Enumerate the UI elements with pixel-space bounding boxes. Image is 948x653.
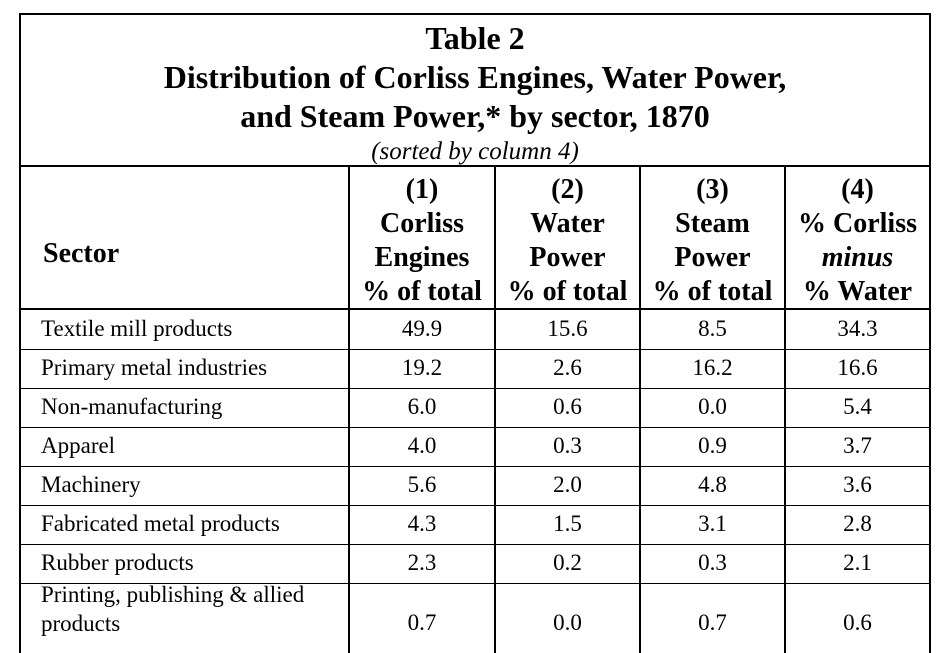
table-row-sector: Apparel — [41, 433, 116, 458]
table-cell: 16.2 — [692, 355, 733, 380]
column-header-line: minus — [786, 241, 929, 275]
table-subtitle: (sorted by column 4) — [371, 138, 579, 165]
column-header-line: % of total — [652, 276, 773, 307]
table-cell: 16.6 — [837, 355, 878, 380]
sector-label-line: products — [41, 611, 121, 636]
column-divider — [348, 167, 350, 653]
column-divider — [639, 167, 641, 653]
table-cell: 0.3 — [698, 550, 727, 575]
sector-column-header: Sector — [43, 238, 120, 269]
table-cell: 0.0 — [553, 610, 582, 635]
column-header-line: Power — [674, 242, 751, 273]
table-cell: 4.0 — [407, 433, 437, 458]
table-frame: Table 2 Distribution of Corliss Engines,… — [19, 13, 931, 653]
row-divider — [21, 505, 929, 506]
column-header-line: Engines — [374, 242, 470, 273]
table-number: Table 2 — [425, 20, 525, 56]
table-cell: 0.6 — [843, 610, 872, 635]
table-cell: 4.3 — [407, 511, 437, 536]
row-divider — [21, 544, 929, 545]
row-divider — [21, 466, 929, 467]
table-cell: 2.8 — [843, 511, 872, 536]
column-header-number: (3) — [696, 174, 729, 205]
table-cell: 8.5 — [698, 316, 727, 341]
column-header-number: (4) — [841, 174, 874, 205]
table-cell: 2.3 — [407, 550, 437, 575]
table-cell: 6.0 — [407, 394, 437, 419]
table-cell: 2.1 — [843, 550, 872, 575]
table-cell: 0.3 — [553, 433, 582, 458]
header-divider — [21, 308, 929, 310]
table-cell: 2.6 — [553, 355, 582, 380]
table-row-sector: Fabricated metal products — [41, 511, 280, 536]
table-cell: 4.8 — [698, 472, 727, 497]
table-title-block: Table 2 Distribution of Corliss Engines,… — [21, 15, 929, 167]
column-header-2: (2) Water Power % of total — [496, 173, 639, 309]
column-header-line: % of total — [362, 276, 482, 307]
table-title-line-2: and Steam Power,* by sector, 1870 — [240, 98, 710, 134]
table-cell: 3.7 — [843, 433, 872, 458]
table-cell: 5.6 — [407, 472, 437, 497]
table-cell: 0.2 — [553, 550, 582, 575]
table-cell: 15.6 — [547, 316, 588, 341]
column-divider — [784, 167, 786, 653]
column-header-line: Steam — [675, 208, 750, 239]
table-cell: 2.0 — [553, 472, 582, 497]
table-row-sector: Machinery — [41, 472, 141, 497]
table-row-sector: Primary metal industries — [41, 355, 268, 380]
table-cell: 0.0 — [698, 394, 727, 419]
table-row-sector: Rubber products — [41, 550, 194, 575]
column-divider — [494, 167, 496, 653]
column-header-line: % Corliss — [798, 208, 917, 239]
column-header-line: Power — [529, 242, 606, 273]
column-header-line: Corliss — [380, 208, 464, 239]
column-header-1: (1) Corliss Engines % of total — [350, 173, 494, 309]
row-divider — [21, 427, 929, 428]
table-cell: 3.6 — [843, 472, 872, 497]
column-header-number: (1) — [405, 174, 439, 205]
row-divider — [21, 388, 929, 389]
column-header-3: (3) Steam Power % of total — [641, 173, 784, 309]
table-cell: 0.7 — [407, 610, 437, 635]
sector-label-line: Printing, publishing & allied — [41, 582, 305, 607]
table-cell: 0.9 — [698, 433, 727, 458]
table-cell: 1.5 — [553, 511, 582, 536]
column-header-line: % Water — [802, 276, 913, 307]
table-row-sector: Non-manufacturing — [41, 394, 223, 419]
column-header-4: (4) % Corliss minus % Water — [786, 173, 929, 309]
table-cell: 3.1 — [698, 511, 727, 536]
row-divider — [21, 349, 929, 350]
column-header-number: (2) — [551, 174, 584, 205]
table-row-sector: Printing, publishing & allied products — [41, 580, 304, 638]
table-cell: 0.6 — [553, 394, 582, 419]
table-cell: 19.2 — [401, 355, 443, 380]
table-cell: 5.4 — [843, 394, 872, 419]
row-divider — [21, 583, 929, 584]
table-row-sector: Textile mill products — [41, 316, 233, 341]
table-cell: 49.9 — [401, 316, 443, 341]
table-cell: 0.7 — [698, 610, 727, 635]
column-header-line: % of total — [507, 276, 628, 307]
column-header-italic: minus — [821, 242, 894, 273]
table-cell: 34.3 — [837, 316, 878, 341]
table-title-line-1: Distribution of Corliss Engines, Water P… — [163, 59, 787, 95]
column-header-line: Water — [530, 208, 605, 239]
